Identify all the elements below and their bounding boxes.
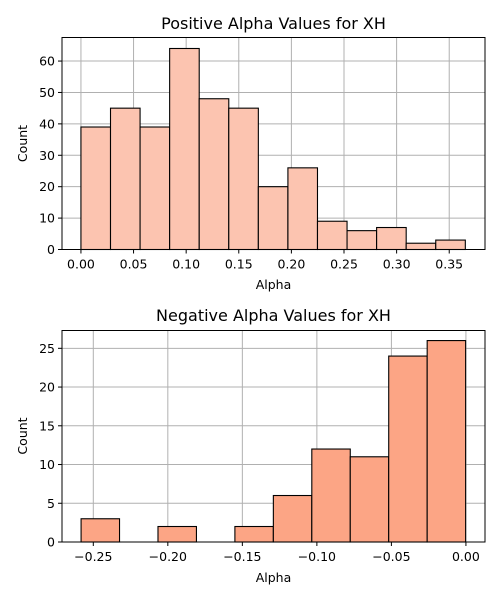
y-axis-label: Count [15,417,30,454]
histogram-bar [272,494,313,543]
histogram-bar [349,456,390,543]
x-axis-label: Alpha [256,277,292,292]
y-tick-label: 5 [47,496,55,511]
x-tick-label: 0.30 [383,257,411,272]
x-axis-label: Alpha [256,570,292,585]
x-tick-label: −0.05 [372,549,410,564]
histogram-bar [405,242,437,251]
y-tick-label: 10 [39,457,55,472]
x-tick-label: 0.25 [330,257,358,272]
histogram-bar [311,448,351,543]
histogram-bar [287,167,319,251]
plot-frame [61,37,486,250]
histogram-bar [80,518,121,543]
plot-frame [61,330,486,543]
y-tick-label: 50 [39,85,55,100]
positive-alpha-histogram: Positive Alpha Values for XH 0.00 0.05 0.1… [15,14,486,292]
y-tick-label: 10 [39,211,55,226]
chart-title: Positive Alpha Values for XH [161,14,386,33]
y-tick-label: 20 [39,179,55,194]
histogram-bar [426,340,467,543]
histogram-bar [198,98,230,251]
x-tick-label: −0.25 [74,549,112,564]
histogram-bar [234,525,274,543]
x-tick-label: 0.20 [277,257,305,272]
histogram-bar [316,220,348,251]
y-tick-label: 0 [47,535,55,550]
x-tick-label: 0.00 [67,257,95,272]
bars [80,340,467,543]
histogram-bar [388,355,428,543]
histogram-bar [157,525,197,543]
histogram-bar [376,226,407,251]
histogram-bar [109,107,141,251]
ticks: −0.25 −0.20 −0.15 −0.10 −0.05 0.00 0 5 10 15 20 25 [39,341,480,564]
x-tick-label: 0.10 [172,257,200,272]
y-tick-label: 25 [39,341,55,356]
y-tick-label: 15 [39,418,55,433]
ticks: 0.00 0.05 0.10 0.15 0.20 0.25 0.30 0.35 0 10 20 30 4… [39,54,463,272]
x-tick-label: −0.20 [149,549,187,564]
histogram-bar [80,126,112,251]
histogram-bar [346,230,378,251]
histogram-bar [228,107,259,251]
x-tick-label: 0.00 [452,549,480,564]
negative-alpha-histogram: Negative Alpha Values for XH −0.25 −0.20−… [15,306,486,585]
histogram-bar [169,47,200,251]
histogram-bar [257,186,289,251]
x-tick-label: −0.10 [298,549,336,564]
chart-title: Negative Alpha Values for XH [156,306,391,325]
y-tick-label: 0 [47,242,55,257]
histogram-bar [435,239,466,251]
y-tick-label: 20 [39,380,55,395]
bars [80,47,466,251]
histogram-bar [139,126,171,251]
x-tick-label: −0.15 [223,549,261,564]
y-tick-label: 30 [39,148,55,163]
y-tick-label: 60 [39,54,55,69]
x-tick-label: 0.05 [120,257,148,272]
y-tick-label: 40 [39,116,55,131]
y-axis-label: Count [15,125,30,162]
x-tick-label: 0.15 [225,257,253,272]
x-tick-label: 0.35 [435,257,463,272]
